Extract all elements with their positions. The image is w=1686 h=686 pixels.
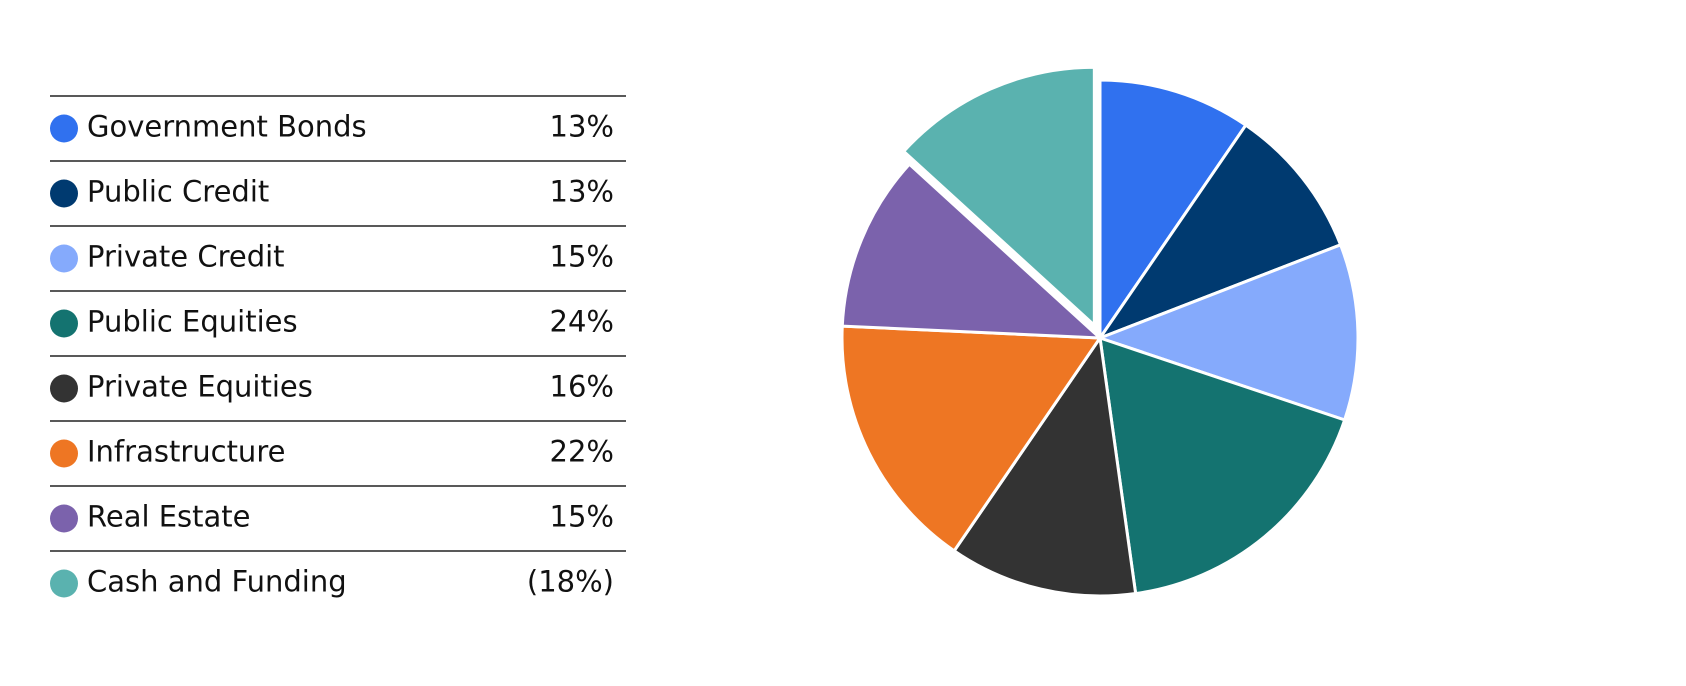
legend-marker	[50, 374, 78, 403]
pie-slice	[1095, 242, 1360, 422]
legend-marker	[50, 309, 78, 338]
legend-label: Real Estate	[87, 500, 251, 534]
legend-label: Infrastructure	[87, 435, 285, 469]
legend-marker	[50, 439, 78, 468]
pie-slice	[840, 162, 1105, 340]
pie-slice	[901, 65, 1096, 329]
pie-slice	[1098, 78, 1248, 343]
legend-label: Government Bonds	[87, 110, 367, 144]
legend-value: 13%	[550, 110, 614, 144]
pie-slice	[952, 333, 1138, 598]
legend-marker	[50, 504, 78, 533]
legend-value: 16%	[550, 370, 614, 404]
legend-marker	[50, 179, 78, 208]
pie-slice	[1096, 123, 1343, 342]
pie-slice	[1098, 335, 1347, 596]
legend-label: Private Equities	[87, 370, 313, 404]
legend-label: Cash and Funding	[87, 565, 347, 599]
legend-label: Public Credit	[87, 175, 269, 209]
pie-slice	[840, 324, 1103, 553]
legend-value: 13%	[550, 175, 614, 209]
legend-value: 24%	[550, 305, 614, 339]
legend-value: 15%	[550, 240, 614, 274]
legend-label: Public Equities	[87, 305, 298, 339]
legend-label: Private Credit	[87, 240, 285, 274]
legend-marker	[50, 114, 78, 143]
legend-value: 22%	[550, 435, 614, 469]
legend-marker	[50, 569, 78, 598]
legend-value: 15%	[550, 500, 614, 534]
legend-marker	[50, 244, 78, 273]
legend-value: (18%)	[527, 565, 614, 599]
